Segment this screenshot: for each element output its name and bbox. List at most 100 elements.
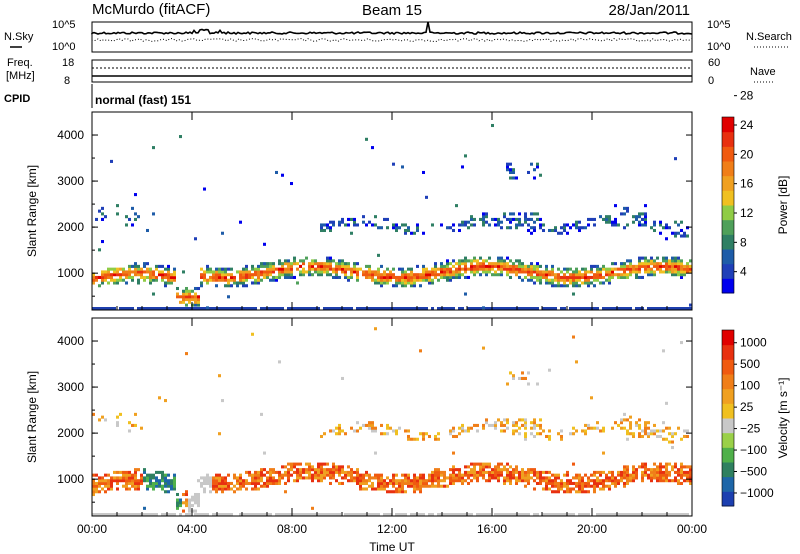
cell: [314, 513, 317, 516]
cell: [689, 481, 692, 485]
y-tick-label: 2000: [57, 426, 84, 440]
cell: [257, 513, 260, 516]
cell: [143, 468, 146, 472]
cell: [155, 264, 158, 268]
cell: [539, 278, 542, 282]
cell: [650, 226, 653, 230]
cell: [257, 479, 260, 483]
cell: [380, 476, 383, 480]
cell: [263, 451, 266, 455]
cell: [278, 259, 281, 263]
cell: [197, 303, 200, 307]
colorbar-swatch: [722, 447, 734, 463]
cell: [623, 484, 626, 488]
cell: [275, 170, 278, 175]
cell: [314, 270, 317, 274]
cell: [368, 421, 371, 425]
cell: [683, 270, 686, 274]
cell: [500, 270, 503, 274]
cell: [551, 228, 554, 233]
cell: [188, 498, 191, 502]
cell: [605, 278, 608, 282]
cell: [407, 429, 410, 433]
cell: [347, 275, 350, 279]
cell: [197, 504, 200, 508]
cell: [452, 275, 455, 279]
cell: [239, 220, 242, 224]
cell: [650, 476, 653, 480]
cell: [515, 481, 518, 485]
cell: [434, 479, 437, 483]
cell: [668, 513, 671, 516]
cell: [392, 307, 395, 310]
cell: [101, 278, 104, 282]
cell: [485, 479, 488, 483]
cell: [335, 267, 338, 271]
cell: [464, 262, 467, 266]
cell: [512, 170, 515, 175]
cell: [545, 487, 548, 491]
cell: [476, 267, 479, 271]
cell: [356, 481, 359, 485]
cell: [608, 479, 611, 483]
cell: [422, 270, 425, 274]
cell: [593, 264, 596, 268]
cell: [194, 498, 197, 502]
cell: [590, 426, 593, 430]
cell: [656, 267, 659, 271]
cell: [644, 465, 647, 469]
cell: [599, 429, 602, 433]
cell: [329, 256, 332, 260]
cell: [557, 487, 560, 491]
cell: [290, 275, 293, 279]
cell: [344, 473, 347, 477]
cell: [269, 481, 272, 485]
cell: [143, 479, 146, 483]
cell: [101, 270, 104, 274]
cell: [137, 479, 140, 483]
cell: [563, 226, 566, 230]
cell: [560, 487, 563, 491]
cell: [659, 465, 662, 469]
cell: [362, 513, 365, 516]
cell: [533, 426, 536, 430]
cell: [572, 476, 575, 480]
cell: [419, 275, 422, 279]
cell: [380, 275, 383, 279]
cell: [686, 234, 689, 238]
cell: [155, 470, 158, 474]
cell: [296, 307, 299, 310]
cell: [512, 217, 515, 221]
cell: [386, 484, 389, 488]
cell: [425, 195, 428, 199]
cell: [269, 270, 272, 274]
cell: [278, 267, 281, 271]
cell: [548, 434, 551, 439]
cell: [485, 264, 488, 268]
cell: [497, 468, 500, 472]
cell: [317, 468, 320, 472]
cell: [392, 273, 395, 277]
cell: [467, 307, 470, 310]
cell: [485, 273, 488, 277]
cell: [518, 476, 521, 480]
cell: [575, 267, 578, 271]
cell: [107, 487, 110, 491]
station-title: McMurdo (fitACF): [92, 1, 210, 18]
cell: [218, 270, 221, 274]
cell: [677, 223, 680, 227]
cell: [626, 264, 629, 268]
cell: [419, 490, 422, 494]
cell: [368, 267, 371, 271]
cell: [512, 429, 515, 433]
cell: [437, 468, 440, 472]
cell: [416, 278, 419, 282]
cell: [557, 490, 560, 494]
cell: [179, 504, 182, 508]
cell: [494, 468, 497, 472]
cell: [356, 470, 359, 474]
cell: [449, 226, 452, 230]
cell: [287, 275, 290, 279]
cell: [161, 476, 164, 480]
cell: [134, 476, 137, 480]
